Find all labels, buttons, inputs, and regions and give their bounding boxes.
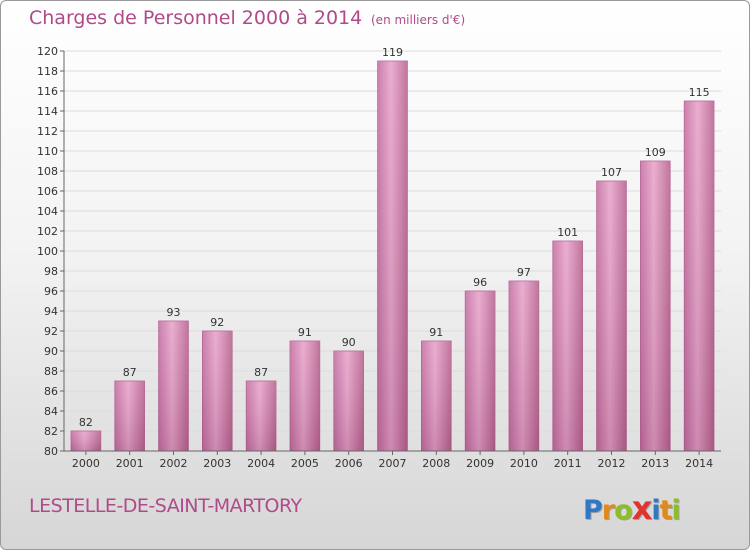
x-tick-label: 2012 [598, 457, 626, 470]
bar-2008 [421, 340, 452, 452]
bar-layer: 82 87 93 92 87 91 90 119 91 96 97 101 107 109 115 [70, 46, 715, 452]
commune-name: LESTELLE-DE-SAINT-MARTORY [29, 495, 302, 517]
x-tick-label: 2011 [554, 457, 582, 470]
bar-shade [596, 181, 627, 451]
x-tick-label: 2001 [116, 457, 144, 470]
bar-2003 [202, 330, 233, 452]
bar-2006 [333, 350, 364, 452]
y-tick-label: 84 [44, 405, 58, 418]
y-tick-label: 102 [37, 225, 58, 238]
bar-2007 [377, 60, 408, 452]
bar-shade [684, 101, 714, 451]
x-tick-label: 2007 [379, 457, 407, 470]
bar-shade [465, 291, 495, 451]
bar-value-label: 101 [557, 226, 578, 239]
y-tick-label: 112 [37, 125, 58, 138]
logo-letter: r [601, 495, 615, 526]
bar-value-label: 107 [601, 166, 622, 179]
x-tick-label: 2003 [203, 457, 231, 470]
bar-value-label: 90 [342, 336, 356, 349]
bar-2014 [683, 100, 715, 452]
bar-shade [421, 341, 452, 451]
y-tick-label: 120 [37, 45, 58, 58]
bar-shade [71, 431, 101, 451]
x-tick-label: 2002 [160, 457, 188, 470]
chart-subtitle: (en milliers d'€) [371, 13, 466, 27]
x-tick-label: 2008 [422, 457, 450, 470]
bar-chart: 82 87 93 92 87 91 90 119 91 96 97 101 107 109 115 80 82… [37, 45, 721, 470]
bar-shade [246, 381, 276, 451]
bar-2002 [158, 320, 189, 452]
logo-letter: i [651, 495, 660, 526]
bar-value-label: 92 [210, 316, 224, 329]
bar-2001 [114, 380, 145, 452]
bar-shade [290, 341, 320, 451]
bar-2011 [552, 240, 583, 452]
logo-letter: x [631, 489, 653, 527]
logo-letter: i [671, 495, 681, 526]
bar-value-label: 91 [429, 326, 443, 339]
bar-value-label: 109 [645, 146, 666, 159]
bar-shade [114, 381, 145, 451]
bar-2009 [464, 290, 496, 452]
y-tick-label: 88 [44, 365, 58, 378]
x-tick-label: 2000 [72, 457, 100, 470]
bar-shade [509, 281, 539, 451]
bar-2012 [596, 180, 627, 452]
bar-value-label: 97 [517, 266, 531, 279]
bar-value-label: 82 [79, 416, 93, 429]
bar-2010 [508, 280, 540, 452]
bar-value-label: 115 [689, 86, 710, 99]
bar-2004 [245, 380, 277, 452]
y-tick-label: 82 [44, 425, 58, 438]
x-tick-label: 2010 [510, 457, 538, 470]
bar-2000 [70, 430, 102, 452]
bar-2013 [640, 160, 671, 452]
x-tick-label: 2004 [247, 457, 275, 470]
bar-value-label: 91 [298, 326, 312, 339]
bar-value-label: 119 [382, 46, 403, 59]
y-tick-label: 86 [44, 385, 58, 398]
y-tick-label: 92 [44, 325, 58, 338]
proxiti-logo: Proxiti [583, 489, 681, 527]
logo-letter: P [583, 495, 603, 526]
y-tick-label: 100 [37, 245, 58, 258]
bar-shade [552, 241, 583, 451]
y-tick-label: 104 [37, 205, 58, 218]
bar-shade [333, 351, 364, 451]
y-tick-label: 80 [44, 445, 58, 458]
y-tick-label: 114 [37, 105, 58, 118]
y-tick-label: 106 [37, 185, 58, 198]
y-tick-label: 108 [37, 165, 58, 178]
y-tick-label: 110 [37, 145, 58, 158]
x-tick-label: 2014 [685, 457, 713, 470]
y-tick-label: 90 [44, 345, 58, 358]
x-tick-label: 2013 [641, 457, 669, 470]
chart-title: Charges de Personnel 2000 à 2014 [29, 7, 363, 29]
bar-2005 [289, 340, 321, 452]
bar-shade [158, 321, 189, 451]
x-tick-label: 2009 [466, 457, 494, 470]
bar-shade [640, 161, 671, 451]
y-tick-label: 96 [44, 285, 58, 298]
bar-value-label: 96 [473, 276, 487, 289]
logo-letter: o [614, 495, 633, 526]
bar-value-label: 87 [123, 366, 137, 379]
logo-letter: t [659, 495, 673, 526]
bar-value-label: 87 [254, 366, 268, 379]
y-tick-label: 118 [37, 65, 58, 78]
x-tick-label: 2005 [291, 457, 319, 470]
y-tick-label: 116 [37, 85, 58, 98]
y-tick-label: 98 [44, 265, 58, 278]
bar-shade [202, 331, 233, 451]
x-tick-label: 2006 [335, 457, 363, 470]
axis-layer: 80 82 84 86 88 90 92 94 96 98 100 102 104 106 108 110 11… [37, 45, 721, 470]
bar-shade [377, 61, 408, 451]
bar-value-label: 93 [167, 306, 181, 319]
y-tick-label: 94 [44, 305, 58, 318]
